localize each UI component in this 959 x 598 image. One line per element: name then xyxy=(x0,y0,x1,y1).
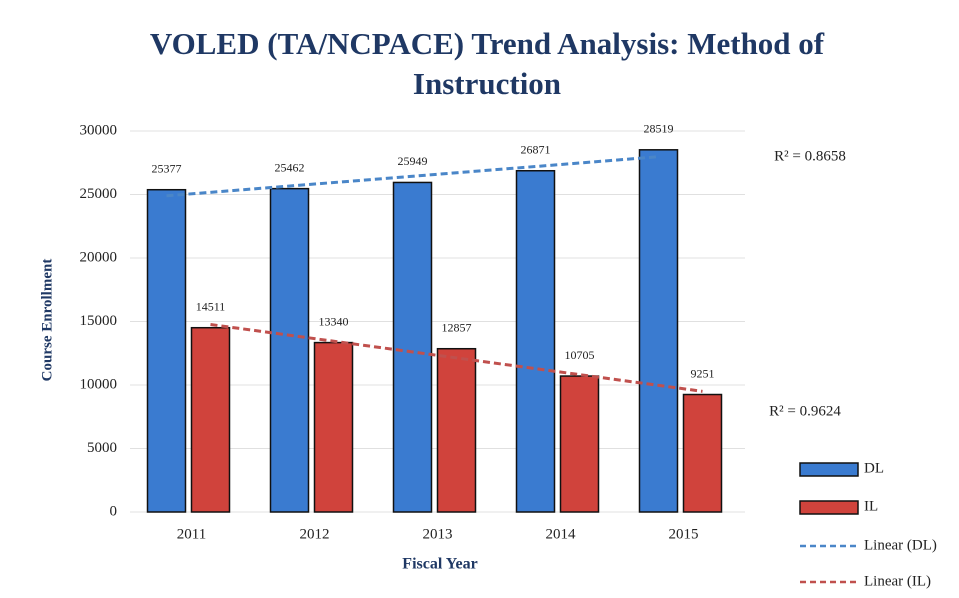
value-label: 10705 xyxy=(565,348,595,362)
value-label: 12857 xyxy=(442,320,472,334)
y-tick-label: 5000 xyxy=(87,440,117,456)
value-label: 25462 xyxy=(275,160,305,174)
trend-line xyxy=(210,323,703,393)
x-tick-label: 2014 xyxy=(546,526,577,542)
y-axis-label: Course Enrollment xyxy=(39,259,55,382)
value-label: 25949 xyxy=(398,154,428,168)
bar xyxy=(436,347,477,513)
x-tick-label: 2011 xyxy=(177,526,206,542)
y-tick-label: 20000 xyxy=(80,249,118,265)
bar xyxy=(638,149,679,513)
y-tick-label: 25000 xyxy=(80,186,118,202)
x-tick-label: 2015 xyxy=(669,526,699,542)
chart-title: VOLED (TA/NCPACE) Trend Analysis: Method… xyxy=(149,26,825,101)
value-label: 14511 xyxy=(196,299,226,313)
bar xyxy=(559,375,600,513)
bar xyxy=(269,187,310,513)
y-tick-label: 30000 xyxy=(80,122,118,138)
value-label: 25377 xyxy=(152,161,182,175)
legend-label: Linear (DL) xyxy=(864,537,937,553)
bar xyxy=(682,393,723,513)
y-tick-label: 15000 xyxy=(80,313,118,329)
x-tick-label: 2012 xyxy=(300,526,330,542)
bar xyxy=(313,341,354,513)
bar xyxy=(392,181,433,513)
y-tick-label: 10000 xyxy=(80,376,118,392)
value-label: 28519 xyxy=(644,122,674,136)
value-label: 26871 xyxy=(521,142,551,156)
r-squared-label: R² = 0.8658 xyxy=(774,148,846,164)
value-label: 13340 xyxy=(319,314,349,328)
legend-swatch xyxy=(799,462,859,477)
bar xyxy=(146,188,187,513)
bar xyxy=(515,169,556,513)
bar xyxy=(190,326,231,513)
x-tick-label: 2013 xyxy=(423,526,453,542)
trend-line xyxy=(166,155,659,198)
legend-label: IL xyxy=(864,498,878,514)
x-axis-label: Fiscal Year xyxy=(402,556,477,573)
r-squared-label: R² = 0.9624 xyxy=(769,403,841,419)
legend-label: Linear (IL) xyxy=(864,573,931,589)
legend-label: DL xyxy=(864,460,884,476)
y-tick-label: 0 xyxy=(110,503,118,519)
value-label: 9251 xyxy=(691,366,715,380)
legend-swatch xyxy=(799,500,859,515)
